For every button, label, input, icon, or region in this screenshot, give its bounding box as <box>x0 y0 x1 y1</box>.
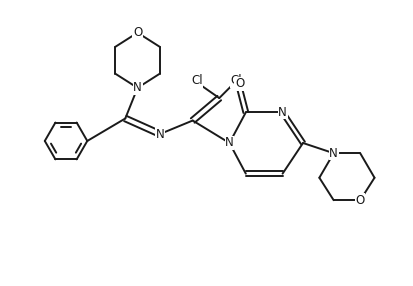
Text: O: O <box>133 26 142 39</box>
Text: Cl: Cl <box>190 74 202 88</box>
Text: N: N <box>278 106 286 119</box>
Text: O: O <box>355 194 364 207</box>
Text: N: N <box>225 136 233 150</box>
Text: N: N <box>328 147 337 160</box>
Text: N: N <box>133 81 142 94</box>
Text: N: N <box>155 128 164 140</box>
Text: O: O <box>235 77 244 90</box>
Text: Cl: Cl <box>230 74 242 88</box>
